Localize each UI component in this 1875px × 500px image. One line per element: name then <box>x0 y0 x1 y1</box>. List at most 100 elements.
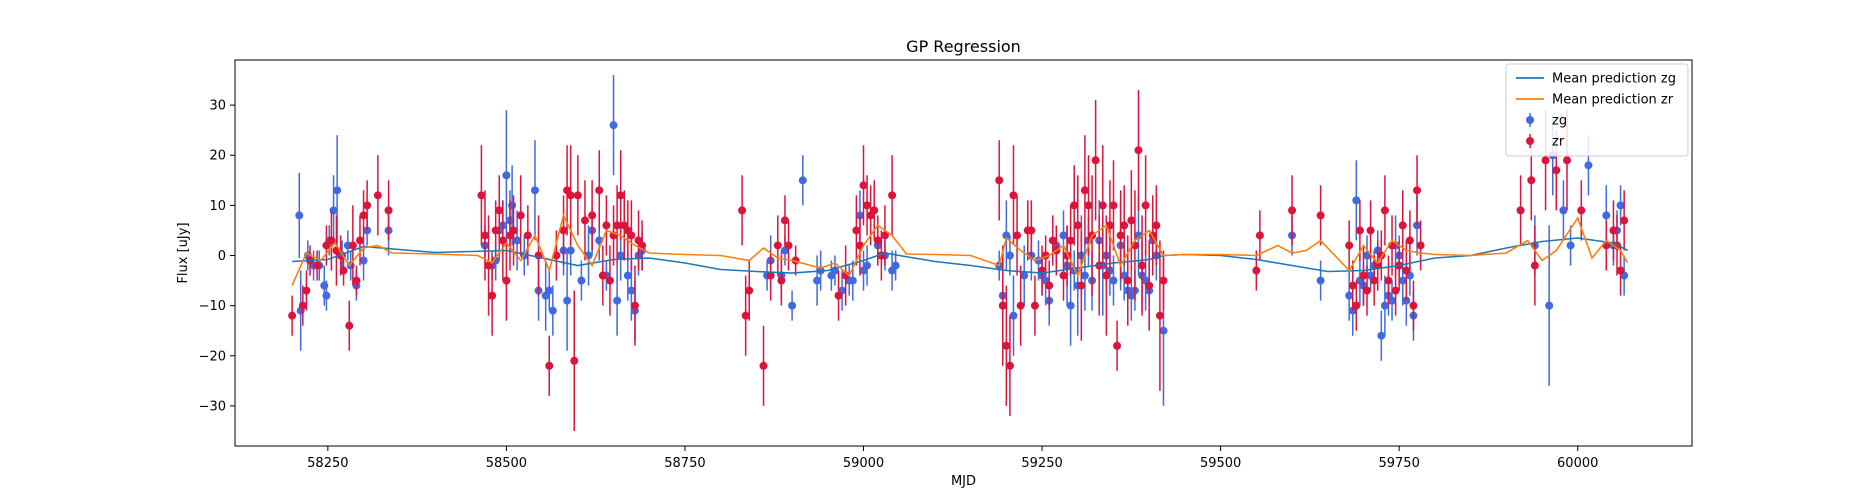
data-point <box>1059 271 1068 280</box>
data-point <box>863 261 872 270</box>
data-point <box>345 321 354 330</box>
data-point <box>530 186 539 195</box>
data-point <box>1141 201 1150 210</box>
data-point <box>1127 216 1136 225</box>
data-point <box>1152 221 1161 230</box>
data-point <box>580 216 589 225</box>
data-point <box>1002 341 1011 350</box>
data-point <box>784 241 793 250</box>
data-point <box>613 221 622 230</box>
data-point <box>1113 341 1122 350</box>
data-point <box>509 226 518 235</box>
x-tick-label: 58750 <box>664 456 705 471</box>
data-point <box>1084 201 1093 210</box>
data-point <box>498 236 507 245</box>
legend-marker-swatch <box>1526 137 1534 145</box>
data-point <box>559 226 568 235</box>
y-axis: −30 −20 −10 0 10 20 30 <box>199 99 235 414</box>
data-point <box>780 216 789 225</box>
data-point <box>573 191 582 200</box>
data-point <box>327 236 336 245</box>
plot-area <box>288 75 1629 431</box>
data-point <box>1066 301 1075 310</box>
data-point <box>488 291 497 300</box>
data-point <box>888 191 897 200</box>
data-point <box>1384 276 1393 285</box>
data-point <box>745 286 754 295</box>
data-point <box>1377 331 1386 340</box>
data-point <box>1541 156 1550 165</box>
data-point <box>1159 276 1168 285</box>
data-point <box>738 206 747 215</box>
data-point <box>563 296 572 305</box>
data-point <box>627 231 636 240</box>
y-tick-label: 30 <box>209 99 226 114</box>
data-point <box>595 186 604 195</box>
data-point <box>359 256 368 265</box>
data-point <box>609 121 618 130</box>
data-point <box>1530 261 1539 270</box>
data-point <box>998 301 1007 310</box>
data-point <box>1380 301 1389 310</box>
data-point <box>373 191 382 200</box>
data-point <box>1077 281 1086 290</box>
data-point <box>598 271 607 280</box>
data-point <box>1388 296 1397 305</box>
data-point <box>630 301 639 310</box>
data-point <box>523 231 532 240</box>
legend-box <box>1505 63 1689 157</box>
data-point <box>1255 231 1264 240</box>
plot-content <box>288 75 1629 431</box>
data-point <box>545 361 554 370</box>
data-point <box>1402 266 1411 275</box>
x-tick-label: 60000 <box>1557 456 1598 471</box>
data-point <box>1105 221 1114 230</box>
data-point <box>813 276 822 285</box>
data-point <box>1398 221 1407 230</box>
legend-marker-swatch <box>1526 116 1534 124</box>
data-point <box>480 231 489 240</box>
x-tick-label: 59500 <box>1200 456 1241 471</box>
data-point <box>777 276 786 285</box>
data-point <box>1563 156 1572 165</box>
data-point <box>1370 276 1379 285</box>
data-point <box>548 306 557 315</box>
data-point <box>384 206 393 215</box>
data-point <box>1016 301 1025 310</box>
data-point <box>1102 271 1111 280</box>
legend-label: zr <box>1552 135 1565 150</box>
data-point <box>1577 206 1586 215</box>
x-tick-label: 58250 <box>307 456 348 471</box>
data-point <box>1398 276 1407 285</box>
data-point <box>1002 231 1011 240</box>
y-tick-label: −30 <box>199 399 226 414</box>
data-point <box>513 236 522 245</box>
data-point <box>1098 201 1107 210</box>
data-point <box>1413 186 1422 195</box>
data-point <box>359 211 368 220</box>
data-point <box>1145 281 1154 290</box>
data-point <box>477 191 486 200</box>
data-point <box>1348 281 1357 290</box>
data-point <box>773 241 782 250</box>
data-point <box>1080 271 1089 280</box>
plot-frame <box>234 59 1693 447</box>
y-axis-label: Flux [uJy] <box>176 222 191 283</box>
data-point <box>1409 301 1418 310</box>
data-point <box>545 286 554 295</box>
data-point <box>1005 251 1014 260</box>
data-point <box>1027 226 1036 235</box>
data-point <box>852 226 861 235</box>
data-point <box>298 301 307 310</box>
data-point <box>363 201 372 210</box>
data-point <box>502 276 511 285</box>
data-point <box>1602 211 1611 220</box>
data-point <box>1552 166 1561 175</box>
data-point <box>313 261 322 270</box>
data-point <box>495 206 504 215</box>
data-point <box>1609 226 1618 235</box>
data-point <box>348 241 357 250</box>
data-point <box>1252 266 1261 275</box>
data-point <box>1138 261 1147 270</box>
data-point <box>570 356 579 365</box>
